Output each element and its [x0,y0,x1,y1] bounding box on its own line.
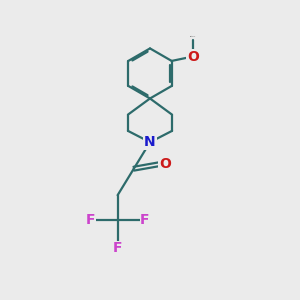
Text: F: F [85,213,95,227]
Text: O: O [159,157,171,171]
Text: N: N [144,135,156,149]
Text: methoxy: methoxy [190,35,196,37]
Text: F: F [113,241,122,255]
Text: O: O [187,50,199,64]
Text: F: F [140,213,150,227]
